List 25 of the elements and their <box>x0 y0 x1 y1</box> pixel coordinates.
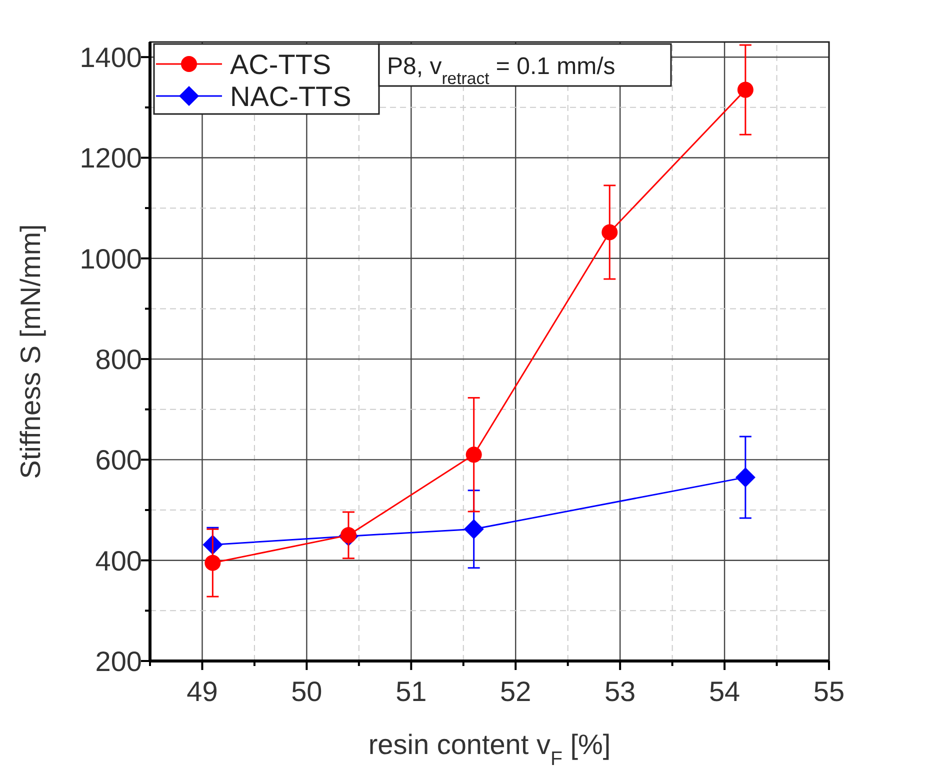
y-tick-label: 600 <box>95 444 142 476</box>
y-tick-label: 800 <box>95 344 142 376</box>
point <box>464 519 484 540</box>
point <box>735 467 756 488</box>
point <box>602 224 618 240</box>
legend-label: AC-TTS <box>230 49 332 80</box>
legend-label: NAC-TTS <box>230 81 352 112</box>
point <box>466 446 482 463</box>
y-tick-label: 400 <box>95 545 142 576</box>
x-tick-label: 49 <box>186 676 218 707</box>
x-tick-label: 54 <box>708 676 740 707</box>
y-tick-label: 1000 <box>80 243 142 274</box>
point <box>737 82 754 98</box>
y-axis-title: Stiffness S [mN/mm] <box>15 224 46 479</box>
x-axis-title: resin content v$_{F}$ [%] <box>368 729 611 770</box>
y-tick-label: 1400 <box>80 42 142 74</box>
x-tick-label: 55 <box>813 676 845 707</box>
y-tick-label: 200 <box>95 646 142 677</box>
x-tick-label: 51 <box>396 676 427 707</box>
x-tick-label: 52 <box>500 676 532 707</box>
y-tick-label: 1200 <box>80 142 142 174</box>
x-tick-label: 53 <box>604 676 636 707</box>
x-tick-label: 50 <box>291 676 322 707</box>
point <box>204 554 221 571</box>
annotation: P8, v$_{retract}$ = 0.1 mm/s <box>387 53 616 88</box>
